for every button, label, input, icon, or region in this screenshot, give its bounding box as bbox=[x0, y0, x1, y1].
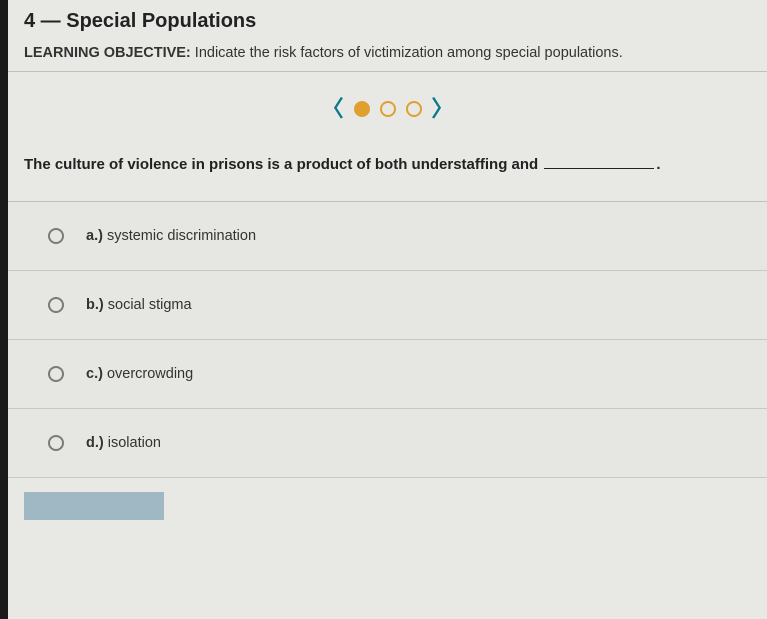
option-letter: d.) bbox=[86, 435, 104, 451]
question-pager: 〈 〉 bbox=[8, 72, 767, 146]
objective-label: LEARNING OBJECTIVE: bbox=[24, 45, 191, 61]
radio-icon bbox=[48, 366, 64, 382]
option-a[interactable]: a.) systemic discrimination bbox=[8, 202, 767, 271]
option-letter: b.) bbox=[86, 297, 104, 313]
radio-icon bbox=[48, 228, 64, 244]
option-label: overcrowding bbox=[107, 366, 193, 382]
option-text: d.) isolation bbox=[86, 435, 161, 451]
option-text: a.) systemic discrimination bbox=[86, 228, 256, 244]
pager-dot-3[interactable] bbox=[406, 101, 422, 117]
option-text: c.) overcrowding bbox=[86, 366, 193, 382]
option-letter: a.) bbox=[86, 228, 103, 244]
radio-icon bbox=[48, 297, 64, 313]
answer-options: a.) systemic discrimination b.) social s… bbox=[8, 202, 767, 478]
question-stem: The culture of violence in prisons is a … bbox=[8, 146, 767, 202]
radio-icon bbox=[48, 435, 64, 451]
prev-chevron-icon[interactable]: 〈 bbox=[321, 98, 343, 120]
option-b[interactable]: b.) social stigma bbox=[8, 271, 767, 340]
pager-dot-1[interactable] bbox=[354, 101, 370, 117]
option-label: systemic discrimination bbox=[107, 228, 256, 244]
option-label: isolation bbox=[108, 435, 161, 451]
option-label: social stigma bbox=[108, 297, 192, 313]
option-text: b.) social stigma bbox=[86, 297, 192, 313]
header: 4 — Special Populations LEARNING OBJECTI… bbox=[8, 0, 767, 72]
section-title: 4 — Special Populations bbox=[24, 10, 751, 33]
option-d[interactable]: d.) isolation bbox=[8, 409, 767, 478]
pager-dot-2[interactable] bbox=[380, 101, 396, 117]
quiz-page: 4 — Special Populations LEARNING OBJECTI… bbox=[0, 0, 767, 619]
learning-objective: LEARNING OBJECTIVE: Indicate the risk fa… bbox=[24, 43, 751, 63]
next-chevron-icon[interactable]: 〉 bbox=[432, 98, 454, 120]
fill-blank bbox=[544, 168, 654, 169]
stem-after: . bbox=[656, 156, 660, 173]
option-letter: c.) bbox=[86, 366, 103, 382]
stem-before: The culture of violence in prisons is a … bbox=[24, 156, 538, 173]
option-c[interactable]: c.) overcrowding bbox=[8, 340, 767, 409]
submit-button[interactable] bbox=[24, 492, 164, 520]
objective-text: Indicate the risk factors of victimizati… bbox=[195, 45, 623, 61]
